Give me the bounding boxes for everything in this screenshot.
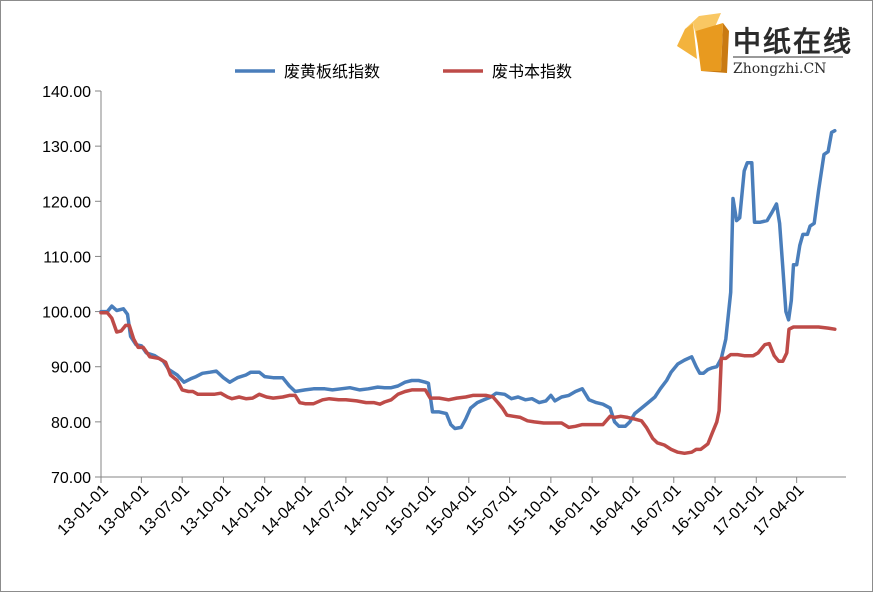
series-line (99, 128, 837, 431)
y-tick-label: 90.00 (51, 360, 91, 377)
y-tick-label: 80.00 (51, 415, 91, 432)
series-line (99, 310, 837, 456)
logo-chinese-text: 中纸在线 (733, 25, 853, 58)
y-tick-label: 100.00 (42, 305, 91, 322)
zhongzhi-logo: 中纸在线 Zhongzhi.CN (677, 13, 853, 77)
legend-label: 废黄板纸指数 (284, 62, 380, 81)
logo-mark-icon (677, 13, 729, 73)
y-tick-label: 130.00 (42, 139, 91, 156)
legend-entry: 废书本指数 (443, 62, 572, 81)
y-tick-label: 120.00 (42, 194, 91, 211)
legend-entry: 废黄板纸指数 (235, 62, 380, 81)
legend: 废黄板纸指数 废书本指数 (235, 62, 572, 81)
y-tick-label: 70.00 (51, 470, 91, 487)
series-layer (99, 128, 837, 456)
legend-label: 废书本指数 (492, 62, 572, 81)
y-tick-label: 140.00 (42, 84, 91, 101)
logo-english-text: Zhongzhi.CN (733, 61, 826, 77)
axes: 70.00 80.00 90.00 100.00 110.00 120.00 130.00 1… (42, 84, 846, 539)
y-tick-label: 110.00 (43, 249, 91, 266)
